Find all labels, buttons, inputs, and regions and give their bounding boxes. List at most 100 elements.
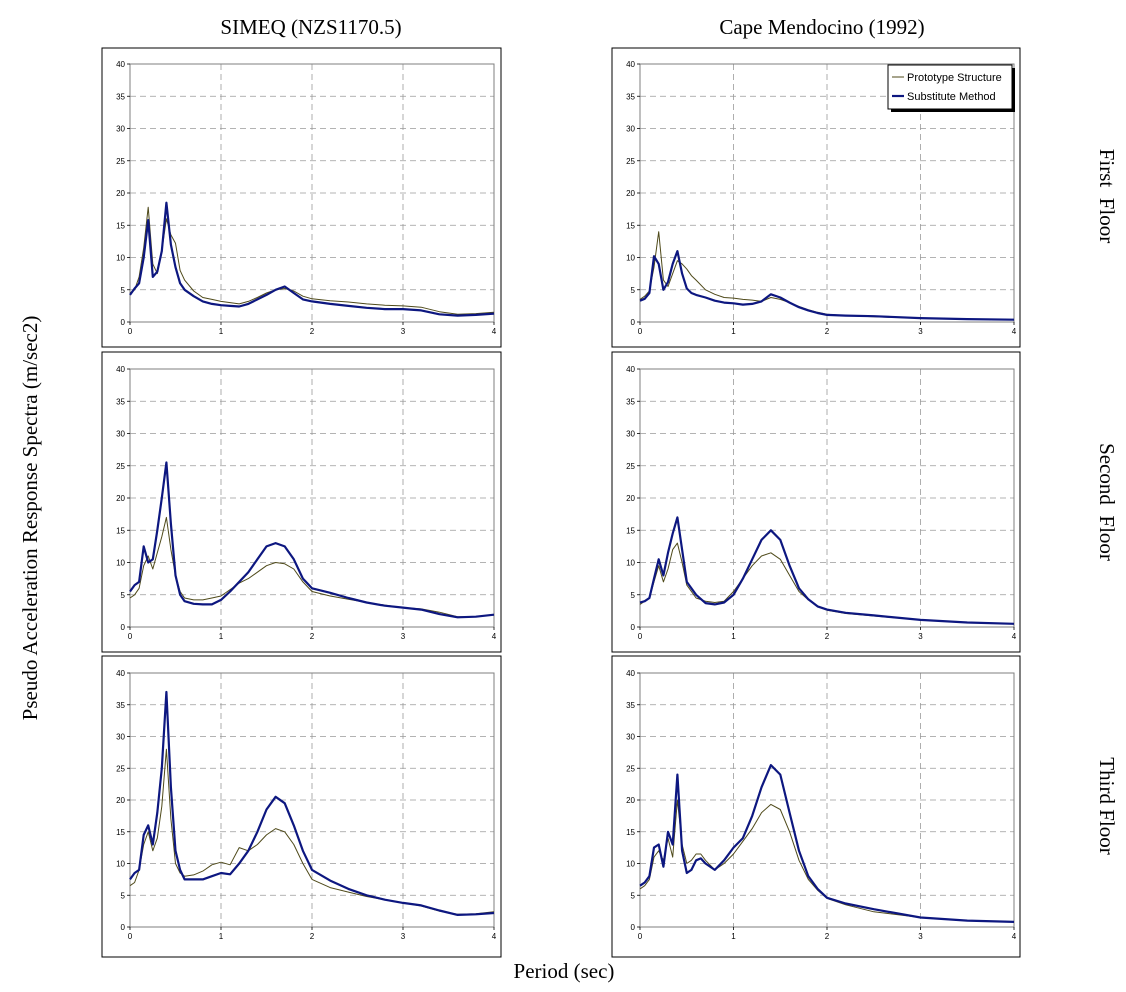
y-tick-label: 10 bbox=[116, 559, 125, 568]
y-tick-label: 20 bbox=[626, 796, 635, 805]
y-tick-label: 10 bbox=[626, 559, 635, 568]
x-tick-label: 4 bbox=[492, 932, 497, 941]
row-label-second-floor: Second Floor bbox=[1095, 443, 1119, 561]
y-tick-label: 15 bbox=[626, 526, 635, 535]
y-tick-label: 0 bbox=[631, 923, 636, 932]
x-tick-label: 3 bbox=[918, 327, 923, 336]
series-line-substitute-method bbox=[639, 516, 1015, 625]
y-tick-label: 25 bbox=[626, 764, 635, 773]
y-tick-label: 0 bbox=[121, 318, 126, 327]
x-tick-label: 2 bbox=[825, 932, 830, 941]
y-tick-label: 25 bbox=[116, 157, 125, 166]
x-axis-label: Period (sec) bbox=[514, 959, 615, 983]
x-tick-label: 0 bbox=[128, 632, 133, 641]
panel-frame bbox=[101, 47, 502, 348]
legend-box bbox=[887, 64, 1013, 110]
y-tick-label: 40 bbox=[626, 669, 635, 678]
x-tick-label: 0 bbox=[638, 932, 643, 941]
column-title-cape-mendocino: Cape Mendocino (1992) bbox=[719, 15, 924, 39]
column-title-simeq: SIMEQ (NZS1170.5) bbox=[220, 15, 401, 39]
x-tick-label: 1 bbox=[731, 327, 736, 336]
y-tick-label: 10 bbox=[626, 254, 635, 263]
x-tick-label: 0 bbox=[638, 632, 643, 641]
x-tick-label: 1 bbox=[219, 932, 224, 941]
y-tick-label: 25 bbox=[116, 462, 125, 471]
y-tick-label: 35 bbox=[626, 92, 635, 101]
y-tick-label: 40 bbox=[626, 365, 635, 374]
y-tick-label: 0 bbox=[121, 623, 126, 632]
x-tick-label: 1 bbox=[731, 632, 736, 641]
legend: Prototype Structure Substitute Method bbox=[887, 64, 1015, 112]
panel-frame bbox=[611, 655, 1021, 958]
y-tick-label: 5 bbox=[121, 591, 126, 600]
x-tick-label: 3 bbox=[918, 632, 923, 641]
y-tick-label: 25 bbox=[626, 462, 635, 471]
y-tick-label: 35 bbox=[626, 397, 635, 406]
x-tick-label: 3 bbox=[401, 327, 406, 336]
y-tick-label: 20 bbox=[116, 189, 125, 198]
y-tick-label: 5 bbox=[631, 286, 636, 295]
x-tick-label: 3 bbox=[401, 632, 406, 641]
row-label-first-floor: First Floor bbox=[1095, 149, 1119, 244]
y-tick-label: 25 bbox=[116, 764, 125, 773]
chart-panel-4: 0 5 10 15 20 25 30 35 40 0 1 2 3 4 bbox=[611, 351, 1021, 653]
y-tick-label: 40 bbox=[626, 60, 635, 69]
y-tick-label: 30 bbox=[116, 430, 125, 439]
x-tick-label: 4 bbox=[1012, 932, 1017, 941]
y-tick-label: 30 bbox=[626, 733, 635, 742]
y-tick-label: 30 bbox=[626, 430, 635, 439]
y-tick-label: 20 bbox=[116, 796, 125, 805]
chart-panel-6: 0 5 10 15 20 25 30 35 40 0 1 2 3 4 bbox=[611, 655, 1021, 958]
y-tick-label: 5 bbox=[121, 891, 126, 900]
y-tick-label: 35 bbox=[626, 701, 635, 710]
y-tick-label: 0 bbox=[121, 923, 126, 932]
y-tick-label: 0 bbox=[631, 318, 636, 327]
y-tick-label: 30 bbox=[116, 733, 125, 742]
y-tick-label: 0 bbox=[631, 623, 636, 632]
x-tick-label: 0 bbox=[128, 327, 133, 336]
x-tick-label: 4 bbox=[1012, 632, 1017, 641]
y-tick-label: 5 bbox=[631, 891, 636, 900]
x-tick-label: 4 bbox=[492, 327, 497, 336]
y-tick-label: 15 bbox=[116, 828, 125, 837]
y-tick-label: 35 bbox=[116, 701, 125, 710]
chart-panel-5: 0 5 10 15 20 25 30 35 40 0 1 2 3 4 bbox=[101, 655, 502, 958]
x-tick-label: 4 bbox=[1012, 327, 1017, 336]
x-tick-label: 2 bbox=[310, 932, 315, 941]
y-tick-label: 30 bbox=[116, 125, 125, 134]
legend-label-substitute-method: Substitute Method bbox=[907, 91, 996, 103]
x-tick-label: 2 bbox=[825, 327, 830, 336]
y-tick-label: 15 bbox=[116, 526, 125, 535]
y-tick-label: 40 bbox=[116, 60, 125, 69]
y-tick-label: 20 bbox=[626, 189, 635, 198]
chart-panel-2: 0 5 10 15 20 25 30 35 40 0 1 2 3 4 Prototype Structure… bbox=[611, 47, 1021, 348]
y-tick-label: 20 bbox=[116, 494, 125, 503]
x-tick-label: 3 bbox=[401, 932, 406, 941]
x-tick-label: 3 bbox=[918, 932, 923, 941]
y-tick-label: 15 bbox=[116, 221, 125, 230]
y-tick-label: 30 bbox=[626, 125, 635, 134]
x-tick-label: 2 bbox=[310, 327, 315, 336]
x-tick-label: 0 bbox=[128, 932, 133, 941]
y-tick-label: 40 bbox=[116, 365, 125, 374]
series-line-substitute-method bbox=[639, 763, 1015, 923]
legend-label-prototype-structure: Prototype Structure bbox=[907, 72, 1002, 84]
x-tick-label: 1 bbox=[219, 632, 224, 641]
y-tick-label: 40 bbox=[116, 669, 125, 678]
panel-frame bbox=[611, 351, 1021, 653]
y-tick-label: 5 bbox=[631, 591, 636, 600]
series-line-substitute-method bbox=[639, 250, 1015, 321]
y-tick-label: 10 bbox=[626, 860, 635, 869]
series-line-substitute-method bbox=[129, 201, 495, 317]
y-tick-label: 10 bbox=[116, 254, 125, 263]
y-tick-label: 15 bbox=[626, 828, 635, 837]
panel-frame bbox=[101, 351, 502, 653]
series-line-substitute-method bbox=[129, 461, 495, 619]
y-tick-label: 25 bbox=[626, 157, 635, 166]
y-tick-label: 35 bbox=[116, 397, 125, 406]
chart-panel-3: 0 5 10 15 20 25 30 35 40 0 1 2 3 4 bbox=[101, 351, 502, 653]
series-line-prototype-structure bbox=[129, 206, 495, 315]
x-tick-label: 2 bbox=[310, 632, 315, 641]
